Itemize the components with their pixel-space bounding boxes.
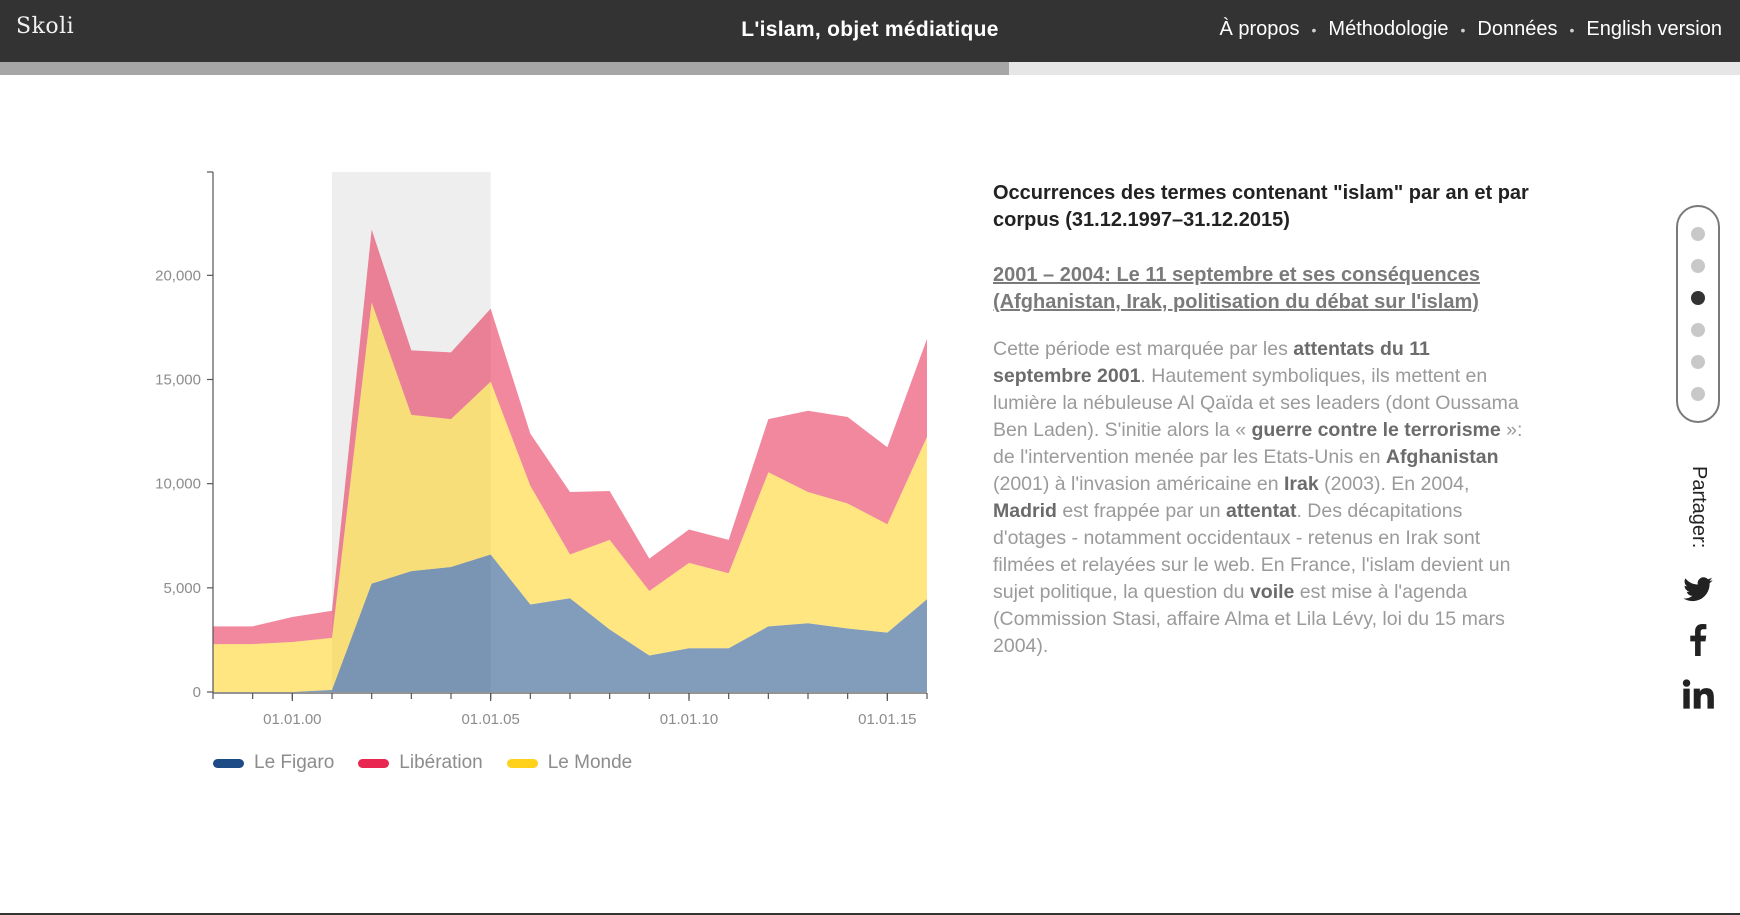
stacked-area-chart: 0 5,000 10,000 15,000 20,000 01.01.00 01.01.05… [130, 171, 950, 740]
section-dot[interactable] [1691, 323, 1705, 337]
top-nav: À propos • Méthodologie • Données • Engl… [1219, 18, 1722, 41]
nav-separator: • [1569, 21, 1575, 38]
body-text: . Des décapitations d'otages - notamment… [993, 500, 1511, 603]
x-tick-label: 01.01.15 [858, 711, 916, 728]
section-dot[interactable] [1691, 291, 1705, 305]
legend-label: Le Monde [547, 752, 633, 773]
legend-swatch [506, 758, 538, 768]
emphasis-text: voile [1249, 581, 1295, 603]
emphasis-text: Irak [1283, 473, 1319, 495]
section-dot[interactable] [1691, 227, 1705, 241]
body-text: . Hautement symboliques, ils mettent en … [993, 365, 1519, 441]
share-label-text: Partager: [1688, 466, 1710, 549]
area-series-lib-ration [213, 229, 927, 645]
section-dot[interactable] [1691, 387, 1705, 401]
body-text: Cette période est marquée par les [993, 338, 1294, 360]
y-tick-label: 15,000 [155, 372, 201, 389]
nav-separator: • [1311, 21, 1317, 38]
legend-item[interactable]: Libération [358, 752, 483, 774]
nav-data-link[interactable]: Données [1477, 18, 1558, 40]
legend-label: Le Figaro [254, 752, 335, 773]
legend-label: Libération [399, 752, 483, 773]
body-text: est frappée par un [1056, 500, 1227, 522]
emphasis-text: Afghanistan [1385, 446, 1499, 468]
y-tick-label: 20,000 [155, 267, 201, 284]
legend-swatch [213, 758, 244, 768]
legend-item[interactable]: Le Monde [506, 752, 633, 774]
nav-english-link[interactable]: English version [1586, 18, 1722, 40]
body-text: (2003). En 2004, [1318, 473, 1470, 495]
section-dot[interactable] [1691, 259, 1705, 273]
x-tick-label: 01.01.00 [263, 711, 321, 728]
share-label: Partager: [1688, 466, 1710, 556]
y-tick-label: 10,000 [155, 476, 201, 493]
emphasis-text: Madrid [993, 500, 1057, 522]
chart-title: Occurrences des termes contenant "islam"… [993, 182, 1529, 231]
x-tick-label: 01.01.10 [660, 711, 718, 728]
y-tick-label: 0 [193, 684, 201, 701]
nav-about-link[interactable]: À propos [1219, 18, 1300, 40]
body-text: (2001) à l'invasion américaine en [993, 473, 1284, 495]
page-bottom-border [0, 913, 1740, 915]
period-description: Cette période est marquée par les attent… [993, 336, 1533, 660]
body-text: est mise à l'agenda (Commission Stasi, a… [993, 581, 1505, 657]
emphasis-text: guerre contre le terrorisme [1251, 419, 1501, 441]
emphasis-text: attentat [1226, 500, 1297, 522]
area-series-le-monde [213, 302, 927, 692]
area-series-le-figaro [213, 554, 927, 692]
logo[interactable]: Skoli [16, 14, 75, 39]
chart-legend: Le Figaro Libération Le Monde [213, 752, 632, 774]
story-panel: Occurrences des termes contenant "islam"… [993, 180, 1533, 660]
reading-progress-bar [0, 62, 1740, 75]
section-dot[interactable] [1691, 355, 1705, 369]
legend-item[interactable]: Le Figaro [213, 752, 334, 774]
chart-svg: 0 5,000 10,000 15,000 20,000 01.01.00 01.01.05… [155, 171, 928, 728]
nav-methodology-link[interactable]: Méthodologie [1328, 18, 1449, 40]
x-tick-label: 01.01.05 [461, 711, 519, 728]
legend-swatch [358, 758, 390, 768]
reading-progress-fill [0, 62, 1010, 75]
section-dots-nav [1676, 205, 1720, 423]
body-text: »: de l'intervention menée par les Etats… [993, 419, 1523, 468]
top-bar: Skoli L'islam, objet médiatique À propos… [0, 0, 1740, 62]
twitter-icon[interactable] [1682, 574, 1714, 606]
linkedin-icon[interactable] [1682, 678, 1714, 710]
period-heading-link[interactable]: 2001 – 2004: Le 11 septembre et ses cons… [993, 264, 1480, 313]
y-tick-label: 5,000 [163, 580, 201, 597]
emphasis-text: attentats du 11 septembre 2001 [993, 338, 1430, 387]
facebook-icon[interactable] [1682, 624, 1714, 656]
nav-separator: • [1460, 21, 1466, 38]
